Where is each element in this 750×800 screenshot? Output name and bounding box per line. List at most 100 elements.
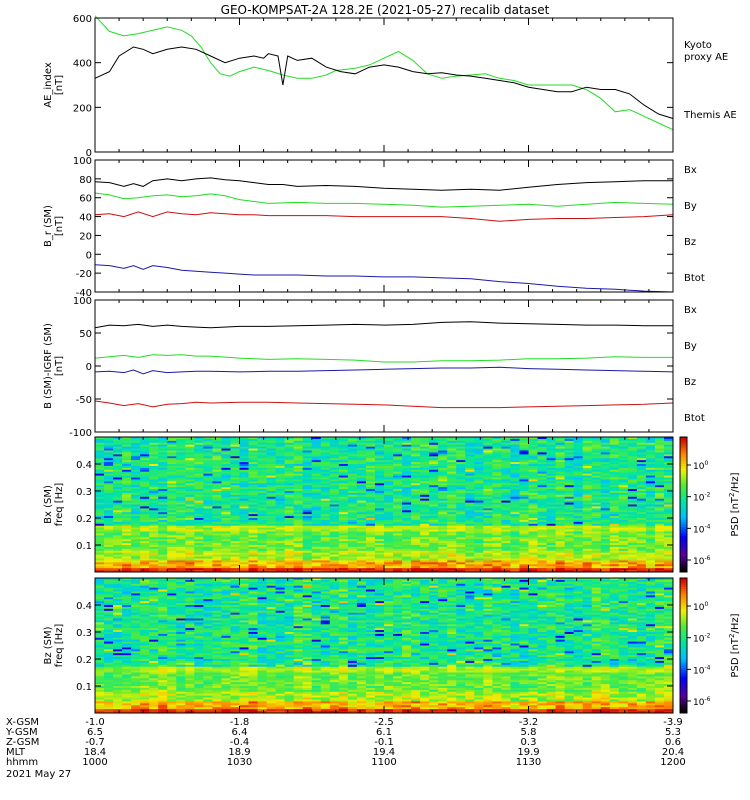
spectrogram-cell [474,514,484,517]
spectrogram-cell [104,516,114,519]
spectrogram-cell [257,498,267,502]
spectrogram-cell [257,448,267,451]
spectrogram-cell [230,492,240,496]
spectrogram-cell [420,444,430,448]
spectrogram-cell [302,512,313,515]
spectrogram-cell [519,527,529,530]
spectrogram-cell [167,500,177,503]
spectrogram-cell [275,564,286,567]
spectrogram-cell [167,504,177,507]
spectrogram-cell [176,523,186,527]
spectrogram-cell [555,454,566,457]
spectrogram-cell [257,491,267,494]
spectrogram-cell [95,512,105,515]
spectrogram-cell [302,539,313,542]
spectrogram-cell [275,512,286,515]
spectrogram-cell [420,492,430,496]
spectrogram-cell [266,512,277,515]
spectrogram-cell [474,533,484,536]
spectrogram-cell [501,479,511,482]
spectrogram-cell [356,514,367,517]
spectrogram-cell [320,548,331,552]
spectrogram-cell [293,500,304,503]
spectrogram-cell [347,525,358,529]
spectrogram-cell [347,560,358,563]
spectrogram-cell [393,510,403,513]
spectrogram-cell [158,502,168,505]
spectrogram-cell [203,504,213,507]
spectrogram-cell [275,437,286,440]
spectrogram-cell [411,487,421,490]
spectrogram-cell [203,460,213,463]
spectrogram-cell [429,452,439,455]
spectrogram-cell [356,438,367,442]
spectrogram-cell [248,502,258,505]
spectrogram-cell [555,521,566,525]
spectrogram-cell [384,446,394,449]
spectrogram-cell [402,456,412,459]
spectrogram-cell [239,471,249,475]
spectrogram-cell [221,529,231,532]
spectrogram-cell [636,456,647,459]
spectrogram-cell [456,508,466,511]
panel-frame [94,17,674,153]
spectrogram-cell [329,558,340,561]
spectrogram-cell [311,541,322,544]
spectrogram-cell [212,541,222,544]
spectrogram-cell [465,452,475,455]
spectrogram-cell [338,442,349,446]
spectrogram-cell [338,492,349,496]
spectrogram-cell [158,475,168,478]
spectrogram-cell [122,467,132,471]
spectrogram-cell [167,465,177,469]
spectrogram-cell [438,539,448,542]
spectrogram-cell [122,469,132,473]
spectrogram-cell [95,668,105,671]
spectrogram-cell [356,554,367,557]
spectrogram-cell [600,485,611,488]
spectrogram-cell [528,545,538,548]
spectrogram-cell [176,492,186,496]
spectrogram-cell [573,521,584,525]
spectrogram-cell [356,529,367,532]
spectrogram-cell [573,516,584,519]
spectrogram-cell [474,469,484,473]
spectrogram-cell [447,508,457,511]
spectrogram-cell [456,440,466,444]
spectrogram-cell [158,437,168,440]
spectrogram-cell [609,537,620,540]
colorbar-step [680,511,687,514]
spectrogram-cell [510,519,520,523]
spectrogram-cell [104,581,114,585]
y-axis-label-line: [nT] [54,75,65,95]
spectrogram-cell [465,496,475,500]
spectrogram-cell [104,562,114,565]
spectrogram-cell [194,535,204,538]
spectrogram-cell [627,550,638,554]
spectrogram-cell [501,514,511,517]
spectrogram-cell [221,506,231,509]
spectrogram-cell [573,498,584,502]
spectrogram-cell [438,506,448,509]
spectrogram-cell [618,462,629,465]
spectrogram-cell [329,512,340,515]
spectrogram-cell [95,529,105,532]
spectrogram-cell [131,502,141,505]
spectrogram-cell [582,448,593,451]
spectrogram-cell [420,504,430,507]
spectrogram-cell [555,550,566,554]
spectrogram-cell [140,560,150,563]
spectrogram-cell [447,496,457,500]
spectrogram-cell [573,483,584,486]
spectrogram-cell [645,500,656,503]
spectrogram-cell [564,533,575,536]
spectrogram-cell [113,531,123,534]
spectrogram-cell [627,523,638,527]
spectrogram-cell [374,438,385,442]
spectrogram-cell [311,568,322,571]
spectrogram-cell [311,531,322,534]
spectrogram-cell [131,487,141,490]
spectrogram-cell [537,521,547,525]
spectrogram-cell [537,489,547,492]
spectrogram-cell [275,568,286,571]
